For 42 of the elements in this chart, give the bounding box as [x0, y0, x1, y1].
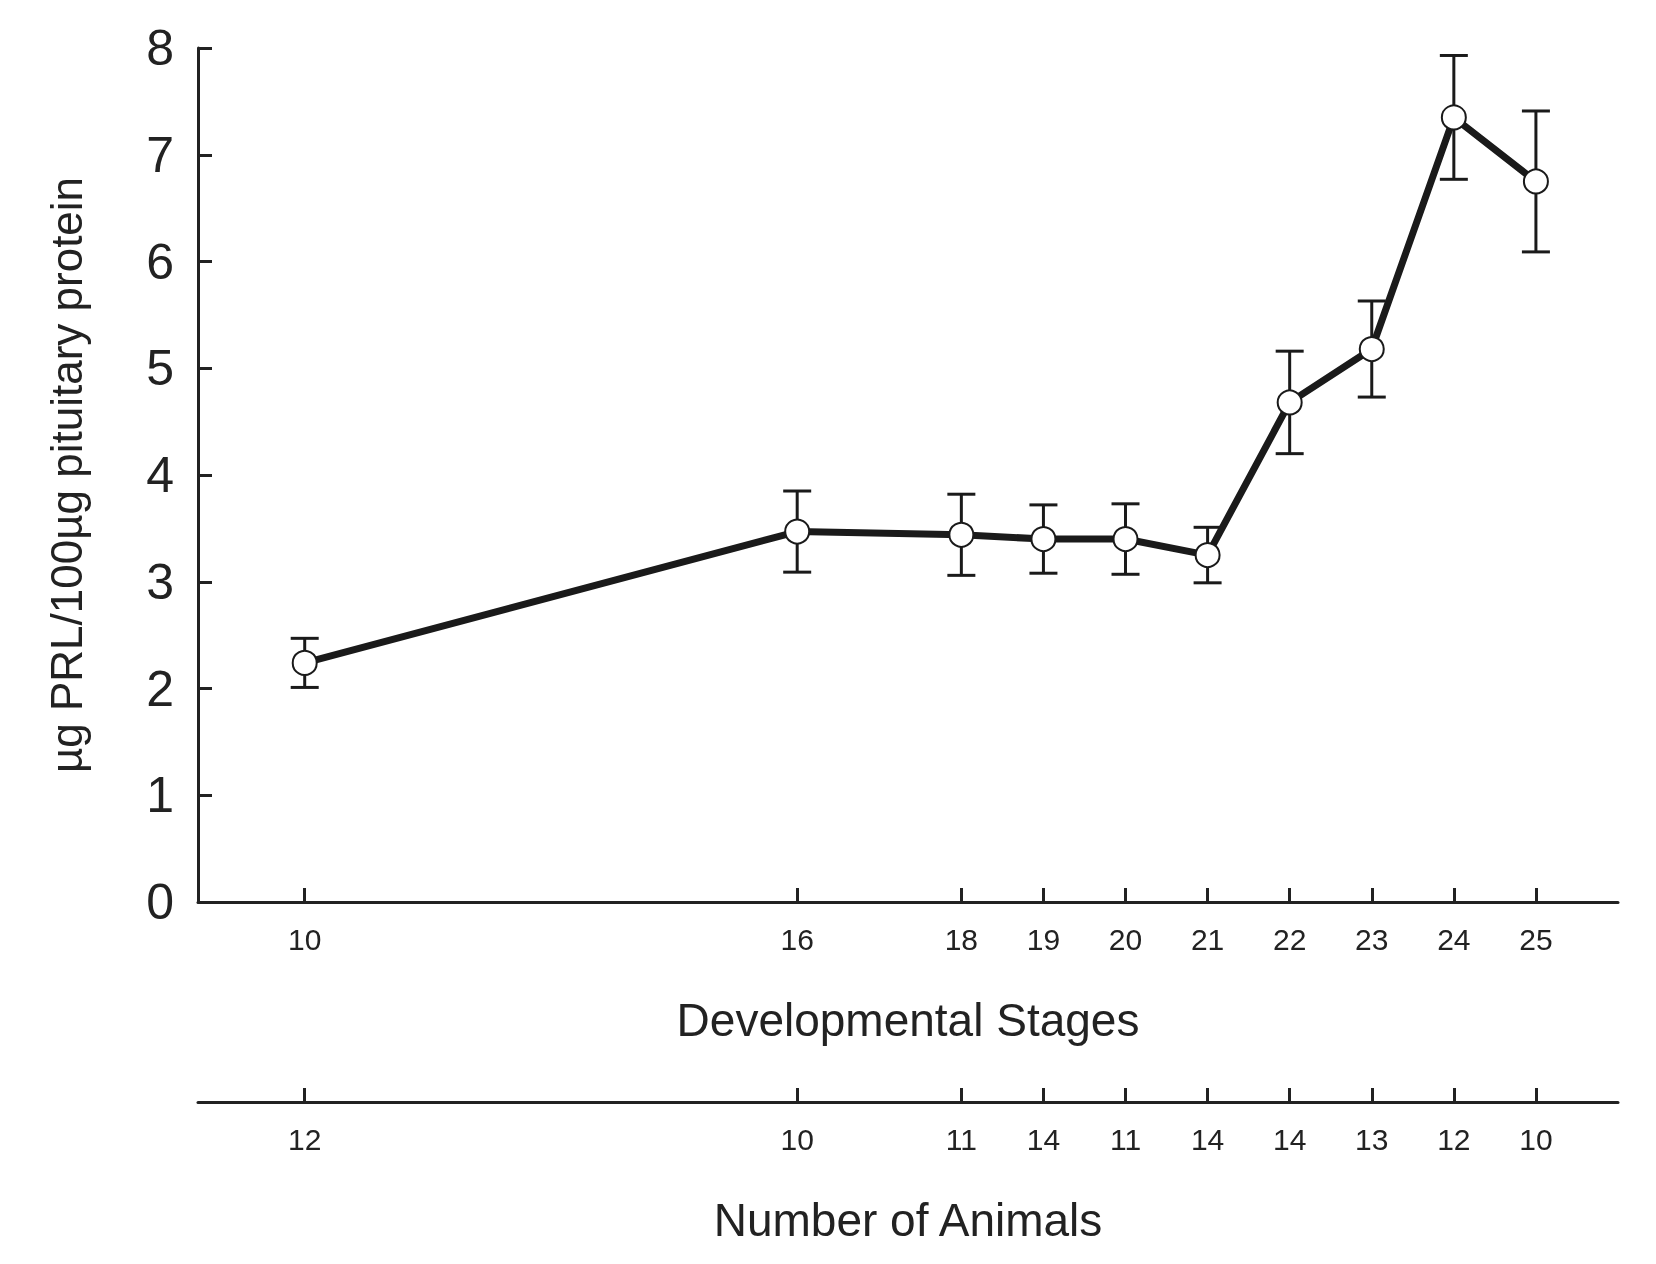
point	[1440, 104, 1467, 131]
y-tick-label: 3	[146, 553, 174, 610]
y-tick-label: 7	[146, 126, 174, 183]
point	[1358, 336, 1385, 363]
x-tick-label: 23	[1355, 922, 1389, 956]
point	[1522, 168, 1549, 195]
x-tick-label: 18	[944, 922, 979, 956]
point	[948, 521, 975, 548]
annotation: 12	[1437, 1122, 1471, 1156]
annotation: 11	[1109, 1122, 1142, 1156]
annotation: 14	[1190, 1122, 1225, 1156]
annotation: 12	[288, 1122, 322, 1156]
point	[1112, 526, 1139, 553]
annotation: 11	[945, 1122, 977, 1156]
annotation: 10	[780, 1122, 814, 1156]
x-tick-label: 16	[780, 922, 814, 956]
y-tick-label: 6	[146, 233, 174, 290]
x-tick-label: 19	[1026, 922, 1061, 956]
annotation: 10	[1519, 1122, 1553, 1156]
point	[291, 649, 318, 676]
annotation: 14	[1272, 1122, 1307, 1156]
annotation: 14	[1026, 1122, 1061, 1156]
point	[1276, 389, 1303, 416]
y-tick-label: 2	[146, 660, 174, 717]
x-tick-label: 22	[1272, 922, 1307, 956]
point	[784, 518, 811, 545]
y-tick-label: 4	[146, 447, 174, 503]
point	[1194, 542, 1221, 569]
x-tick-label: 24	[1437, 922, 1471, 956]
point	[1030, 526, 1057, 553]
x-tick-label: 21	[1190, 922, 1225, 956]
x-tick-label: 20	[1108, 922, 1143, 956]
y-tick-label: 1	[146, 767, 174, 824]
y-tick-label: 8	[146, 20, 174, 76]
annotation: 13	[1355, 1122, 1389, 1156]
x-tick-label: 25	[1519, 922, 1553, 956]
x-axis-title: Developmental Stages	[676, 994, 1140, 1046]
y-tick-label: 5	[146, 340, 174, 397]
x2-axis-title: Number of Animals	[713, 1194, 1103, 1246]
y-axis-title: µg PRL/100µg pituitary protein	[41, 176, 91, 774]
y-tick-label: 0	[146, 874, 174, 930]
x-tick-label: 10	[288, 922, 322, 956]
